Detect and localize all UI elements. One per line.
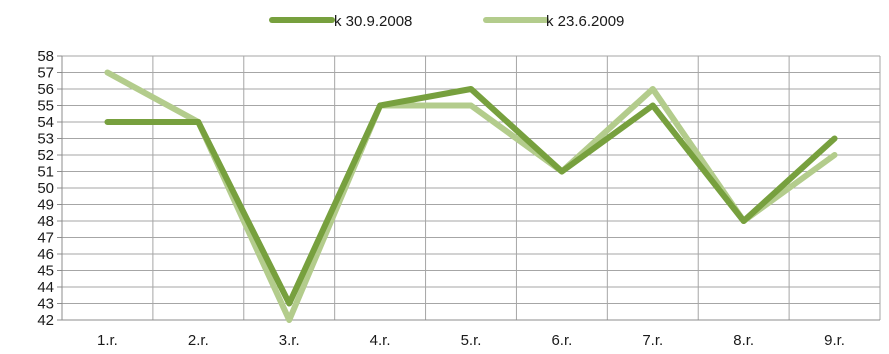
data-point-series-2 [288,319,290,321]
y-tick-label: 52 [37,147,54,164]
y-tick-label: 44 [37,279,54,296]
data-point-series-1 [197,121,199,123]
legend: k 30.9.2008 k 23.6.2009 [269,13,624,30]
y-tick-label: 48 [37,213,54,230]
x-tick-label: 4.r. [370,332,391,349]
data-point-series-1 [288,303,290,304]
y-tick-label: 57 [37,65,54,82]
x-tick-label: 8.r. [733,332,754,349]
y-tick-label: 47 [37,230,54,247]
y-tick-label: 51 [37,164,54,181]
gridlines [62,55,881,320]
data-point-series-1 [561,171,563,172]
x-tick-label: 1.r. [97,332,118,349]
data-point-series-2 [652,88,654,90]
series-line-1 [104,86,838,307]
y-tick-label: 55 [37,98,54,115]
legend-label-series-1: k 30.9.2008 [334,13,412,30]
y-tick-label: 50 [37,180,54,197]
data-point-series-1 [743,220,745,222]
data-point-series-1 [834,138,836,139]
y-tick-label: 53 [37,131,54,148]
data-point-series-2 [106,72,108,73]
y-tick-label: 46 [37,246,54,263]
x-tick-label: 6.r. [551,332,572,349]
x-tick-label: 3.r. [279,332,300,349]
axes [57,55,880,321]
series-lines [104,69,838,323]
data-point-series-2 [470,105,472,106]
data-point-series-1 [379,105,381,106]
y-tick-label: 58 [37,48,54,65]
data-point-series-1 [652,105,654,106]
data-point-series-1 [470,88,472,90]
data-point-series-2 [834,154,836,156]
legend-label-series-2: k 23.6.2009 [546,13,624,30]
x-tick-label: 9.r. [824,332,845,349]
y-tick-label: 49 [37,197,54,214]
y-tick-label: 43 [37,296,54,313]
x-tick-label: 7.r. [642,332,663,349]
y-tick-label: 45 [37,263,54,280]
data-point-series-1 [106,121,108,123]
y-tick-label: 56 [37,81,54,98]
x-tick-label: 5.r. [461,332,482,349]
y-tick-label: 42 [37,312,54,329]
x-axis-tick-labels: 1.r. 2.r. 3.r. 4.r. 5.r. 6.r. 7.r. 8.r. 9.r. [97,332,845,349]
x-tick-label: 2.r. [188,332,209,349]
y-tick-label: 54 [37,114,54,131]
